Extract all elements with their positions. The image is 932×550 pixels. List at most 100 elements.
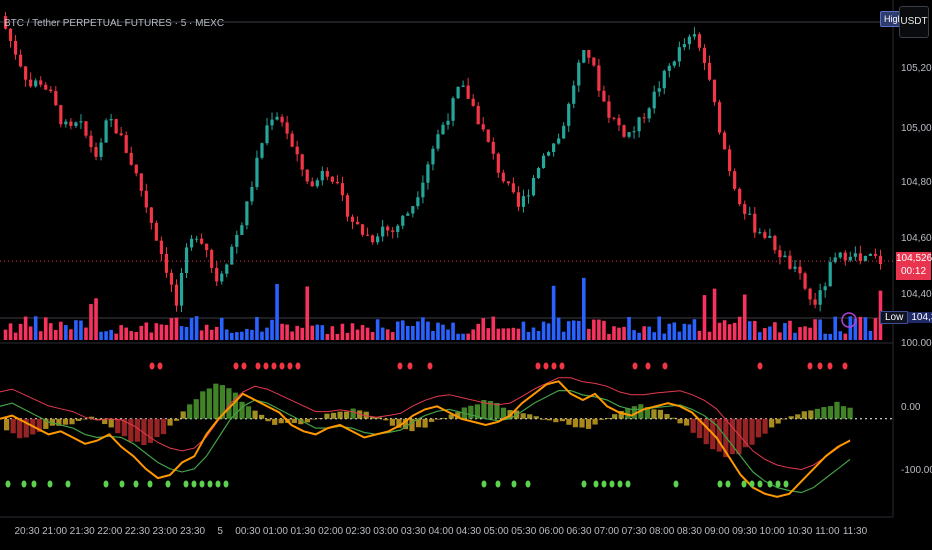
histogram-bar (180, 411, 186, 419)
buy-signal-dot (199, 480, 205, 488)
candle-body (833, 257, 837, 263)
candle-body (431, 148, 435, 165)
volume-bar (129, 331, 134, 340)
histogram-bar (657, 409, 664, 419)
time-label: 11:00 (815, 526, 840, 537)
candle-body (436, 134, 440, 149)
candle-body (220, 273, 224, 282)
candle-body (597, 65, 601, 91)
volume-bar (677, 331, 682, 340)
candle-body (461, 85, 465, 87)
volume-bar (556, 317, 561, 340)
sell-signal-dot (632, 362, 638, 370)
candle-body (109, 119, 113, 121)
volume-bar (280, 323, 284, 340)
time-label: 05:00 (483, 526, 509, 537)
histogram-bar (396, 418, 402, 428)
candle-body (189, 238, 194, 248)
histogram-bar (17, 418, 23, 439)
volume-bar (295, 325, 299, 340)
candle-body (738, 188, 742, 205)
histogram-bar (827, 406, 834, 419)
histogram-bar (775, 418, 781, 424)
candle-body (164, 254, 169, 273)
price-label: 104,400.0 (901, 289, 932, 300)
candle-body (501, 172, 505, 182)
time-label: 05:30 (511, 526, 537, 537)
volume-bar (436, 322, 440, 340)
candle-body (335, 181, 339, 184)
volume-bar (54, 329, 58, 340)
sell-signal-dot (255, 362, 261, 370)
volume-bar (230, 332, 234, 340)
currency-button[interactable]: USDT (899, 6, 929, 38)
histogram-bar (376, 417, 382, 419)
candle-body (828, 262, 832, 287)
histogram-bar (49, 418, 55, 426)
price-label: 105,000.0 (901, 123, 932, 134)
candle-body (788, 255, 792, 269)
histogram-bar (219, 385, 225, 419)
candle-body (250, 186, 254, 202)
volume-bar (74, 320, 78, 340)
candle-body (748, 213, 752, 215)
volume-bar (858, 316, 863, 340)
candle-body (471, 98, 475, 106)
volume-bar (99, 331, 103, 340)
volume-bar (255, 316, 259, 340)
sell-signal-dot (271, 362, 277, 370)
buy-signal-dot (119, 480, 125, 488)
volume-bar (486, 328, 491, 340)
candle-body (712, 79, 717, 103)
histogram-bar (697, 418, 703, 439)
volume-bar (94, 298, 98, 340)
volume-bar (461, 333, 465, 340)
candle-body (119, 133, 123, 136)
candle-body (863, 255, 867, 262)
histogram-bar (291, 418, 297, 424)
buy-signal-dot (741, 480, 747, 488)
candle-body (129, 152, 133, 165)
volume-bar (768, 326, 772, 340)
buy-signal-dot (601, 480, 607, 488)
volume-bar (189, 318, 194, 340)
histogram-bar (82, 418, 88, 420)
volume-bar (235, 332, 239, 340)
histogram-bar (755, 418, 762, 438)
histogram-bar (847, 407, 853, 419)
histogram-bar (736, 418, 742, 455)
histogram-bar (762, 418, 768, 434)
histogram-bar (494, 402, 500, 419)
volume-bar (707, 331, 712, 340)
volume-bar (566, 321, 571, 340)
volume-bar (712, 288, 717, 340)
volume-bar (144, 322, 149, 340)
candle-body (386, 226, 390, 231)
time-label: 06:00 (538, 526, 564, 537)
volume-bar (632, 330, 636, 340)
histogram-bar (500, 407, 507, 419)
candle-body (13, 41, 18, 55)
candle-body (692, 34, 697, 37)
buy-signal-dot (223, 480, 229, 488)
histogram-bar (304, 418, 310, 423)
histogram-bar (677, 418, 683, 424)
histogram-bar (213, 383, 219, 419)
candle-body (547, 152, 551, 156)
time-label: 04:00 (428, 526, 454, 537)
volume-bar (285, 324, 289, 340)
volume-bar (416, 321, 420, 340)
volume-bar (657, 316, 662, 340)
sell-signal-dot (559, 362, 565, 370)
volume-bar (526, 331, 531, 340)
volume-bar (531, 327, 536, 340)
candle-body (270, 119, 274, 126)
volume-bar (742, 294, 747, 340)
histogram-bar (239, 401, 245, 419)
volume-bar (727, 324, 732, 340)
histogram-bar (232, 392, 239, 419)
candle-body (813, 299, 817, 305)
volume-bar (69, 329, 73, 340)
volume-bar (491, 316, 496, 340)
